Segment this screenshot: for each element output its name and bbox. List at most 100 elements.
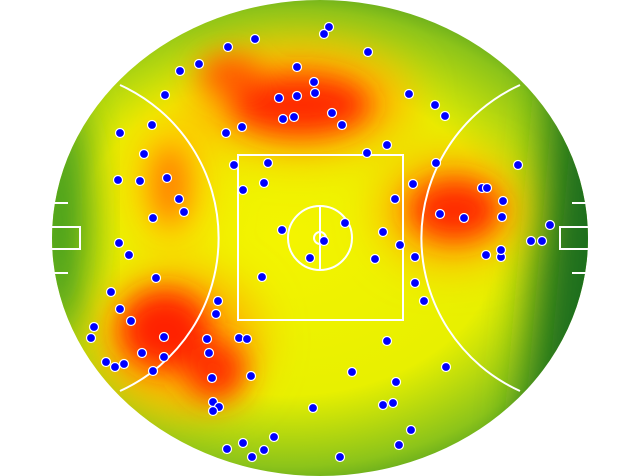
point xyxy=(88,321,100,333)
point xyxy=(393,439,405,451)
point xyxy=(381,335,393,347)
point xyxy=(512,159,524,171)
point xyxy=(123,249,135,261)
point xyxy=(161,172,173,184)
point xyxy=(241,333,253,345)
point xyxy=(228,159,240,171)
point xyxy=(536,235,548,247)
point xyxy=(291,61,303,73)
point xyxy=(304,252,316,264)
point xyxy=(481,182,493,194)
point xyxy=(308,76,320,88)
point xyxy=(390,376,402,388)
point xyxy=(245,370,257,382)
point xyxy=(309,87,321,99)
point xyxy=(430,157,442,169)
point xyxy=(147,212,159,224)
point xyxy=(288,111,300,123)
point xyxy=(212,295,224,307)
point xyxy=(273,92,285,104)
point xyxy=(480,249,492,261)
point xyxy=(440,361,452,373)
point xyxy=(158,331,170,343)
point xyxy=(336,119,348,131)
point xyxy=(207,405,219,417)
point xyxy=(323,21,335,33)
point xyxy=(291,90,303,102)
point xyxy=(158,351,170,363)
point xyxy=(339,217,351,229)
point xyxy=(276,224,288,236)
point xyxy=(236,121,248,133)
point xyxy=(100,356,112,368)
point xyxy=(174,65,186,77)
point xyxy=(206,372,218,384)
point xyxy=(381,139,393,151)
point xyxy=(221,443,233,455)
point xyxy=(136,347,148,359)
point xyxy=(220,127,232,139)
point xyxy=(544,219,556,231)
point xyxy=(113,237,125,249)
point xyxy=(125,315,137,327)
point xyxy=(201,333,213,345)
point xyxy=(114,127,126,139)
point xyxy=(114,303,126,315)
point xyxy=(346,366,358,378)
point xyxy=(496,211,508,223)
point xyxy=(112,174,124,186)
point xyxy=(222,41,234,53)
point xyxy=(377,226,389,238)
point xyxy=(210,308,222,320)
point xyxy=(409,251,421,263)
point xyxy=(458,212,470,224)
point xyxy=(258,444,270,456)
point xyxy=(495,244,507,256)
point xyxy=(109,361,121,373)
point xyxy=(258,177,270,189)
point xyxy=(277,113,289,125)
point xyxy=(418,295,430,307)
point xyxy=(429,99,441,111)
point xyxy=(262,157,274,169)
point xyxy=(237,437,249,449)
point xyxy=(434,208,446,220)
point xyxy=(268,431,280,443)
point xyxy=(178,206,190,218)
point xyxy=(369,253,381,265)
point xyxy=(173,193,185,205)
point xyxy=(159,89,171,101)
point xyxy=(361,147,373,159)
point xyxy=(362,46,374,58)
point xyxy=(326,107,338,119)
point xyxy=(138,148,150,160)
point xyxy=(147,365,159,377)
point xyxy=(403,88,415,100)
point xyxy=(318,235,330,247)
point xyxy=(105,286,117,298)
point xyxy=(193,58,205,70)
point xyxy=(409,277,421,289)
point xyxy=(407,178,419,190)
point xyxy=(307,402,319,414)
points xyxy=(85,21,556,463)
point xyxy=(134,175,146,187)
point xyxy=(334,451,346,463)
point xyxy=(439,110,451,122)
point xyxy=(249,33,261,45)
point xyxy=(377,399,389,411)
point xyxy=(256,271,268,283)
point xyxy=(150,272,162,284)
point xyxy=(237,184,249,196)
point xyxy=(497,195,509,207)
point xyxy=(118,358,130,370)
point xyxy=(85,332,97,344)
point xyxy=(318,28,330,40)
point xyxy=(525,235,537,247)
point xyxy=(146,119,158,131)
point xyxy=(389,193,401,205)
point xyxy=(405,424,417,436)
point xyxy=(246,451,258,463)
